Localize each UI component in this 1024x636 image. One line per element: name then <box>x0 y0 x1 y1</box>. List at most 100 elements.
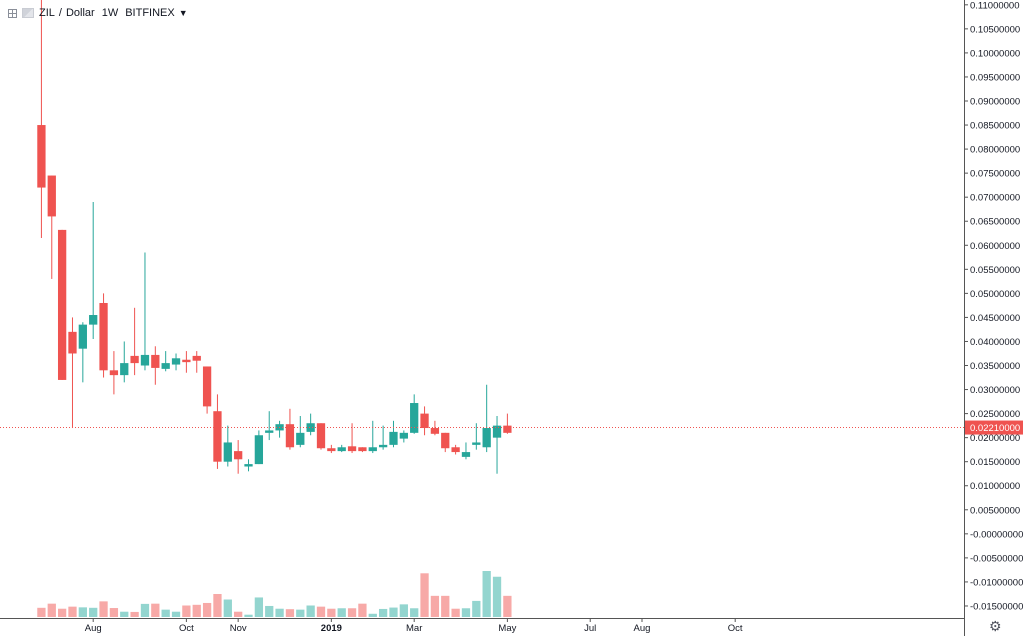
price-tick-label: -0.01500000 <box>970 601 1023 612</box>
volume-bar <box>140 603 150 617</box>
candle <box>378 425 388 450</box>
price-tick-label: 0.02500000 <box>970 409 1020 420</box>
time-tick-label: Aug <box>634 623 651 634</box>
volume-bar <box>451 608 460 617</box>
candle-body <box>202 366 212 407</box>
candle <box>285 408 295 450</box>
candle <box>244 459 253 472</box>
candle <box>78 322 87 383</box>
price-tick-label: 0.08500000 <box>970 121 1020 132</box>
chevron-down-icon[interactable]: ▼ <box>178 8 188 18</box>
volume-bar <box>99 601 108 617</box>
volume-bar <box>430 595 440 617</box>
candle-body <box>347 446 357 452</box>
price-tick-label: 0.00500000 <box>970 505 1020 516</box>
time-tick-label: Mar <box>406 623 422 634</box>
volume-bar <box>161 609 170 617</box>
last-price-tag: 0.02210000 <box>965 420 1023 435</box>
price-tick-label: -0.01000000 <box>970 577 1023 588</box>
candle <box>182 351 191 373</box>
volume-bar <box>337 608 346 617</box>
volume-bar <box>410 608 419 617</box>
candle-body <box>47 175 56 217</box>
candle <box>192 351 201 373</box>
volume-bar <box>213 594 222 617</box>
candle <box>472 423 481 450</box>
flag-icon <box>22 8 34 18</box>
candle-body <box>265 430 274 433</box>
time-axis[interactable]: Aug Oct Nov 2019 Mar May Jul Aug Oct <box>0 618 964 634</box>
price-axis[interactable]: 0.11000000 0.10500000 0.10000000 0.09500000… <box>964 0 1024 636</box>
candle-body <box>389 431 398 445</box>
symbol-legend[interactable]: ZIL / Dollar 1W BITFINEX ▼ <box>8 6 188 20</box>
candle <box>327 444 336 454</box>
price-tick-label: 0.09000000 <box>970 96 1020 107</box>
volume-bar <box>89 607 98 617</box>
candle <box>171 353 181 371</box>
currency-name: Dollar <box>65 7 95 19</box>
candle-body <box>151 354 160 368</box>
price-tick-label: 0.10500000 <box>970 24 1020 35</box>
volume-bar <box>120 611 129 617</box>
gear-icon[interactable]: ⚙ <box>989 618 1002 634</box>
time-tick-label: Nov <box>230 623 247 634</box>
time-tick-label: Oct <box>728 623 743 634</box>
candle-body <box>109 370 119 376</box>
price-tick-label: 0.02000000 <box>970 433 1020 444</box>
price-axis-background <box>964 0 1024 636</box>
volume-bar <box>244 614 253 617</box>
candle <box>130 307 139 376</box>
candle <box>109 351 119 395</box>
candle-body <box>430 428 440 434</box>
candle <box>99 293 108 378</box>
candle <box>68 317 77 429</box>
price-tick-label: 0.03000000 <box>970 385 1020 396</box>
candle <box>161 351 170 372</box>
volume-bar <box>482 571 491 617</box>
volume-bar <box>130 611 139 617</box>
candle <box>57 229 67 380</box>
candle <box>337 444 346 453</box>
candle <box>347 423 357 454</box>
volume-bar <box>202 602 212 617</box>
volume-bar <box>192 604 201 617</box>
candle <box>89 201 98 340</box>
time-tick-label: May <box>498 623 516 634</box>
crosshair-icon[interactable] <box>8 8 17 18</box>
candle-body <box>378 444 388 448</box>
candle-body <box>120 363 129 376</box>
candle-body <box>399 432 408 439</box>
volume-bar <box>441 595 450 617</box>
volume-bar <box>234 611 243 617</box>
volume-bar <box>265 605 274 617</box>
candle-body <box>78 324 87 349</box>
candle <box>441 432 450 453</box>
volume-bar <box>78 607 87 617</box>
price-tick-label: 0.04500000 <box>970 313 1020 324</box>
candle <box>482 384 491 453</box>
candle <box>451 444 460 455</box>
volume-bar <box>378 608 388 617</box>
time-tick-label: Jul <box>584 623 596 634</box>
candle-body <box>503 425 512 433</box>
candle <box>492 416 502 474</box>
candle-body <box>285 424 295 448</box>
candle <box>234 440 243 474</box>
candle-body <box>89 315 98 325</box>
candle-body <box>99 302 108 371</box>
interval-label[interactable]: 1W <box>101 7 119 19</box>
candle <box>503 413 512 434</box>
candle <box>368 420 377 454</box>
volume-bar <box>327 608 336 617</box>
price-tick-label: 0.05500000 <box>970 265 1020 276</box>
candle <box>389 420 398 448</box>
volume-bar <box>472 600 481 617</box>
candle-body <box>482 428 491 448</box>
volume-bar <box>57 608 67 617</box>
candle <box>399 430 408 443</box>
candle <box>275 420 284 438</box>
price-tick-label: 0.10000000 <box>970 48 1020 59</box>
volume-bar <box>109 608 119 617</box>
symbol-separator: / <box>58 7 62 19</box>
